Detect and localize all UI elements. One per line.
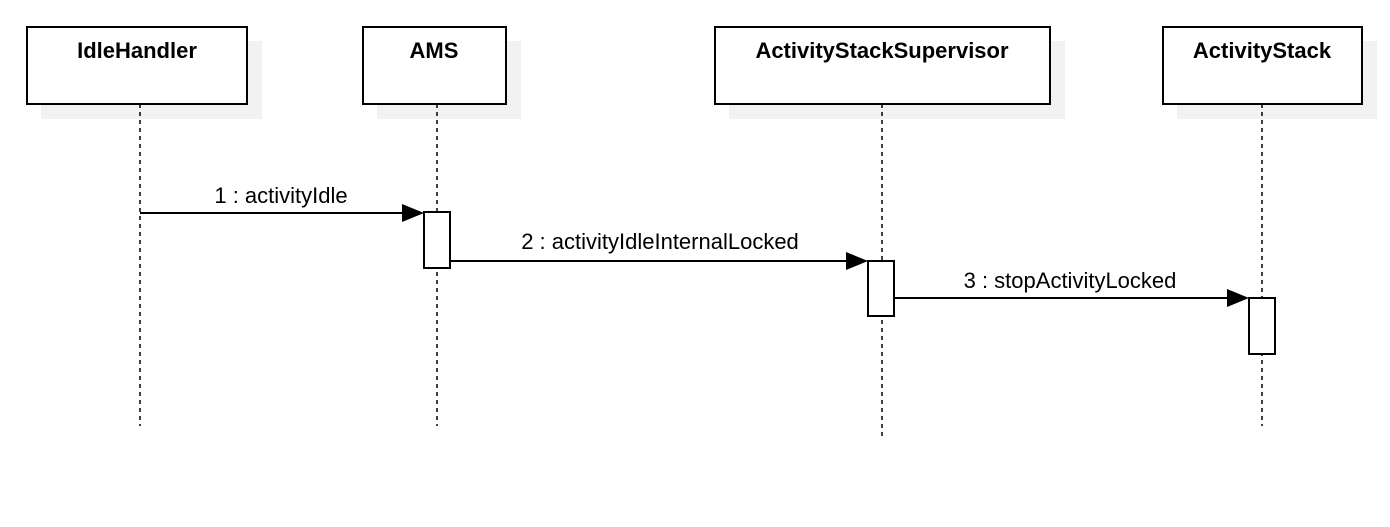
participant-box[interactable] <box>362 26 507 105</box>
message-label: 3 : stopActivityLocked <box>964 268 1177 293</box>
participant-box[interactable] <box>1162 26 1363 105</box>
activation-activity-stack-supervisor[interactable] <box>867 260 895 317</box>
participant-label: IdleHandler <box>77 38 197 63</box>
participant-ams[interactable]: AMS <box>362 26 521 119</box>
participant-box[interactable] <box>26 26 248 105</box>
message-label: 2 : activityIdleInternalLocked <box>521 229 799 254</box>
arrowhead-icon <box>846 252 868 270</box>
participant-label: ActivityStackSupervisor <box>755 38 1009 63</box>
message-2[interactable]: 2 : activityIdleInternalLocked <box>450 229 868 270</box>
activation-activity-stack[interactable] <box>1248 297 1276 355</box>
activation-ams[interactable] <box>423 211 451 269</box>
message-1[interactable]: 1 : activityIdle <box>140 183 424 222</box>
message-3[interactable]: 3 : stopActivityLocked <box>894 268 1249 307</box>
participant-label: ActivityStack <box>1193 38 1332 63</box>
message-label: 1 : activityIdle <box>214 183 347 208</box>
participant-activity-stack-supervisor[interactable]: ActivityStackSupervisor <box>714 26 1065 119</box>
participant-activity-stack[interactable]: ActivityStack <box>1162 26 1377 119</box>
arrowhead-icon <box>1227 289 1249 307</box>
arrowhead-icon <box>402 204 424 222</box>
participant-idle-handler[interactable]: IdleHandler <box>26 26 262 119</box>
participant-label: AMS <box>410 38 459 63</box>
